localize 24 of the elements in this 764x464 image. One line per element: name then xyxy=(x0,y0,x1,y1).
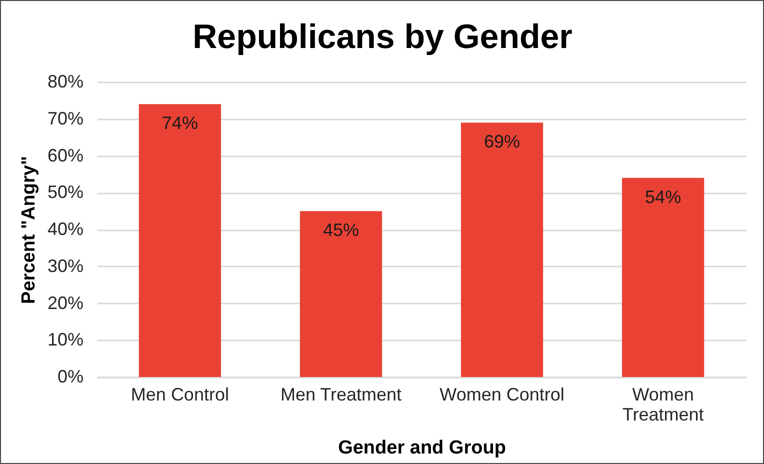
bar xyxy=(622,178,704,377)
chart-title: Republicans by Gender xyxy=(192,18,572,56)
y-tick-label: 30% xyxy=(47,256,84,276)
x-axis-title: Gender and Group xyxy=(338,438,506,458)
y-tick-label: 50% xyxy=(47,182,84,202)
y-tick-label: 60% xyxy=(47,145,84,166)
bar xyxy=(460,122,544,377)
data-label: 69% xyxy=(484,132,520,152)
data-label: 74% xyxy=(162,113,198,134)
y-axis-title: Percent "Angry" xyxy=(18,156,40,304)
bar xyxy=(138,104,221,377)
y-tick-label: 0% xyxy=(57,366,84,386)
y-tick-label: 20% xyxy=(47,292,84,313)
x-tick-label: Women Treatment xyxy=(622,384,704,424)
x-tick-label: Men Control xyxy=(130,384,229,404)
data-label: 45% xyxy=(322,220,359,240)
data-label: 54% xyxy=(645,186,682,207)
y-tick-label: 70% xyxy=(47,108,84,128)
y-tick-label: 40% xyxy=(47,219,84,239)
y-tick-label: 10% xyxy=(47,330,84,350)
y-tick-label: 80% xyxy=(47,72,84,92)
x-tick-label: Men Treatment xyxy=(280,384,402,404)
bar xyxy=(300,211,382,377)
x-tick-label: Women Control xyxy=(440,384,564,404)
